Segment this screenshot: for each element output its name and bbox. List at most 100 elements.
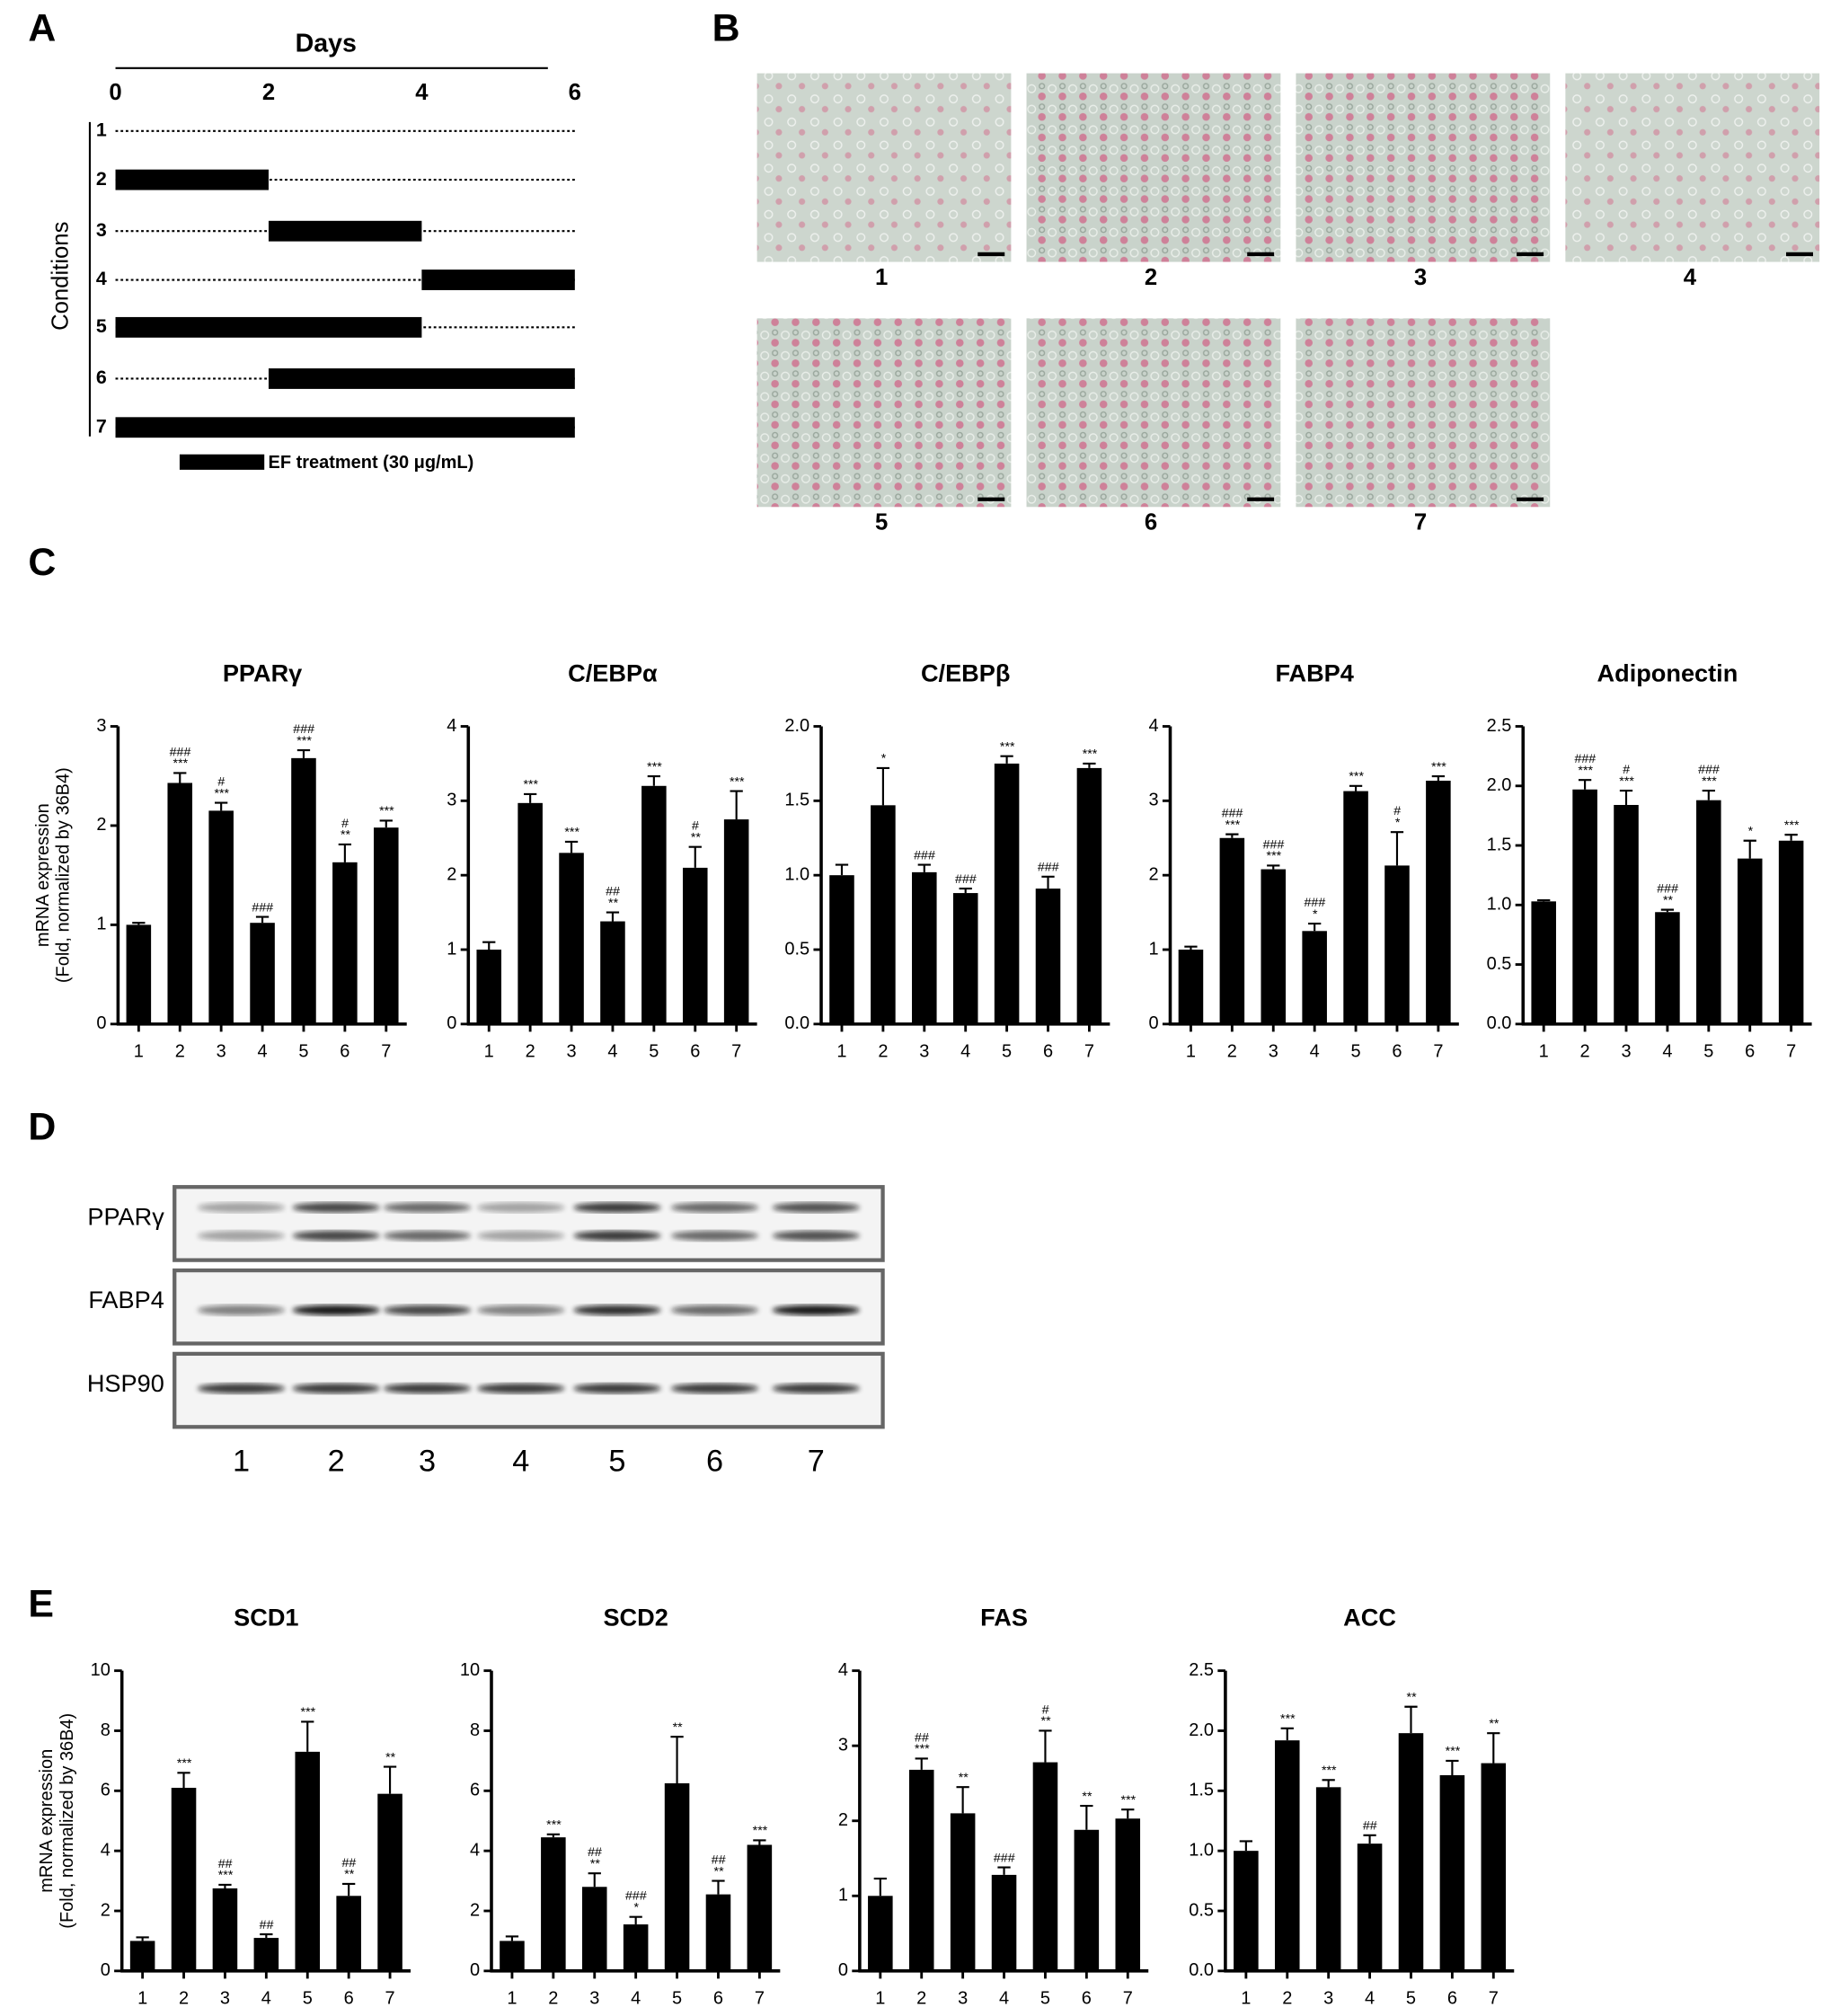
error-bar <box>301 1720 314 1752</box>
significance-label: *** <box>1701 774 1716 789</box>
bar <box>664 1782 690 1971</box>
bar <box>991 1874 1017 1971</box>
bar <box>1032 1762 1058 1971</box>
x-tick-label: 1 <box>836 1042 846 1062</box>
bar <box>1737 858 1763 1024</box>
bar <box>1115 1818 1141 1971</box>
error-bar <box>1784 834 1798 841</box>
bar <box>747 1844 773 1971</box>
condition-label: 6 <box>96 367 107 388</box>
blot-band <box>384 1202 472 1213</box>
significance-label: * <box>880 752 886 766</box>
y-tick-label: 3 <box>447 791 456 810</box>
bar <box>167 783 193 1024</box>
error-bar <box>338 843 352 862</box>
x-tick-label: 4 <box>607 1042 617 1062</box>
x-tick-label: 7 <box>1433 1042 1443 1062</box>
blot-band <box>477 1230 565 1242</box>
blot-band <box>772 1304 860 1316</box>
x-tick-label: 1 <box>134 1042 144 1062</box>
significance-label: ** <box>1489 1717 1499 1731</box>
x-tick-label: 2 <box>179 1989 189 2009</box>
error-bar <box>1363 1834 1376 1844</box>
error-bar <box>1239 1840 1252 1852</box>
x-tick-label: 3 <box>1269 1042 1278 1062</box>
error-bar <box>482 941 496 951</box>
lane-label: 5 <box>608 1444 625 1478</box>
chart-title: C/EBPβ <box>921 659 1010 687</box>
x-tick-label: 7 <box>755 1989 765 2009</box>
y-tick-label: 1.0 <box>784 864 809 884</box>
x-tick-label: 7 <box>1084 1042 1094 1062</box>
bar <box>336 1896 361 1971</box>
bar-chart: SCD1 mRNA expression (Fold, normalized by … <box>37 1604 411 2009</box>
x-tick-label: 7 <box>1489 1989 1499 2009</box>
x-tick-label: 6 <box>340 1042 349 1062</box>
bar <box>952 893 978 1024</box>
x-tick-label: 3 <box>919 1042 929 1062</box>
significance-label: *** <box>296 734 312 748</box>
bar <box>1219 837 1245 1024</box>
bar <box>250 923 275 1024</box>
significance-label: *** <box>729 774 744 789</box>
bar <box>1384 865 1410 1024</box>
y-axis-label: (Fold, normalized by 36B4) <box>58 1713 77 1929</box>
significance-label: ## <box>712 1853 727 1868</box>
bar <box>581 1887 607 1971</box>
error-bar <box>915 1757 928 1770</box>
significance-label: # <box>1041 1702 1049 1717</box>
y-tick-label: 3 <box>96 716 106 736</box>
y-tick-label: 10 <box>460 1660 480 1680</box>
blot-row-label: FABP4 <box>88 1286 164 1313</box>
x-tick-label: 4 <box>257 1042 267 1062</box>
blot-frame <box>172 1185 885 1262</box>
significance-label: *** <box>1445 1745 1460 1759</box>
bar <box>1076 767 1102 1024</box>
chart-title: FABP4 <box>1275 659 1353 687</box>
bar <box>332 862 358 1024</box>
blot-band <box>573 1202 661 1213</box>
y-tick-label: 1 <box>447 939 456 959</box>
error-bar <box>505 1935 519 1941</box>
x-tick-label: 6 <box>1043 1042 1053 1062</box>
condition-label: 2 <box>96 168 107 190</box>
x-tick-label: 6 <box>713 1989 723 2009</box>
y-tick-label: 1.0 <box>1189 1840 1214 1860</box>
significance-label: *** <box>378 804 394 818</box>
bar <box>705 1894 731 1971</box>
error-bar <box>218 1883 232 1888</box>
y-tick-label: 0.5 <box>1189 1900 1214 1920</box>
error-bar <box>136 1936 149 1941</box>
error-bar <box>1743 839 1756 859</box>
lane-label: 2 <box>328 1444 345 1478</box>
significance-label: ** <box>672 1720 683 1735</box>
error-bar <box>173 772 187 783</box>
error-bar <box>1487 1732 1500 1764</box>
significance-label: ### <box>1304 896 1326 910</box>
significance-label: # <box>1623 763 1631 777</box>
x-tick-label: 7 <box>1786 1042 1796 1062</box>
x-tick-label: 0 <box>109 80 121 105</box>
x-tick-label: 2 <box>1227 1042 1237 1062</box>
y-tick-label: 0 <box>447 1013 456 1033</box>
bar <box>1315 1787 1341 1971</box>
bar <box>208 810 234 1024</box>
error-bar <box>564 840 579 853</box>
blot-band <box>772 1230 860 1242</box>
blot-band <box>197 1202 286 1213</box>
lane-label: 6 <box>706 1444 723 1478</box>
condition-label: 5 <box>96 315 107 337</box>
y-tick-label: 4 <box>1149 716 1159 736</box>
bar <box>1778 840 1804 1024</box>
western-blot: PPARγ FABP4 HSP90 1 2 3 4 5 6 7 <box>87 1185 885 1478</box>
panel-letters: A B C D E <box>28 7 739 1626</box>
error-bar <box>132 922 146 925</box>
y-axis-label: (Fold, normalized by 36B4) <box>54 767 74 983</box>
significance-label: * <box>633 1900 639 1914</box>
x-tick-label: 5 <box>1703 1042 1713 1062</box>
significance-label: *** <box>1783 818 1799 833</box>
y-tick-label: 6 <box>470 1781 480 1800</box>
